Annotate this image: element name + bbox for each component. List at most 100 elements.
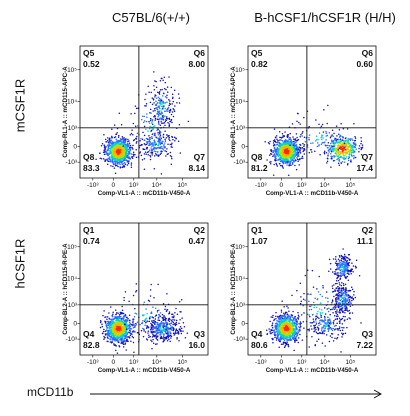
event-point: [119, 140, 121, 143]
event-point: [325, 132, 328, 134]
event-point: [119, 158, 122, 160]
event-point: [293, 337, 295, 340]
event-point: [149, 125, 151, 128]
event-point: [142, 314, 145, 317]
event-point: [350, 160, 352, 162]
event-point: [171, 93, 174, 95]
event-point: [280, 153, 282, 155]
event-point: [300, 148, 302, 150]
event-point: [155, 150, 157, 153]
event-point: [108, 156, 111, 158]
event-point: [148, 334, 150, 337]
event-point: [353, 149, 355, 152]
event-point: [280, 136, 282, 139]
event-point: [109, 338, 111, 340]
event-point: [342, 157, 345, 160]
event-point: [176, 101, 178, 104]
event-point: [114, 156, 117, 158]
event-point: [288, 138, 291, 141]
event-point: [344, 151, 347, 153]
event-point: [114, 309, 117, 311]
event-point: [344, 152, 347, 155]
event-point: [159, 326, 162, 329]
event-point: [105, 146, 108, 148]
event-point: [111, 334, 113, 337]
event-point: [148, 122, 151, 125]
event-point: [318, 123, 320, 126]
event-point: [117, 322, 120, 325]
event-point: [299, 144, 302, 146]
event-point: [119, 155, 121, 158]
x-tick-label: 10³: [297, 182, 307, 189]
event-point: [166, 116, 168, 118]
event-point: [116, 323, 119, 326]
y-tick-label: 10³: [236, 125, 246, 132]
event-point: [158, 331, 160, 333]
event-point: [162, 317, 164, 319]
event-point: [331, 145, 333, 148]
event-point: [121, 335, 124, 337]
event-point: [109, 141, 112, 143]
event-point: [121, 136, 124, 138]
event-point: [167, 143, 169, 145]
event-point: [320, 125, 323, 128]
event-point: [160, 137, 162, 140]
event-point: [127, 317, 129, 320]
event-point: [107, 160, 109, 162]
event-point: [349, 148, 352, 150]
event-point: [338, 141, 341, 143]
event-point: [152, 326, 154, 328]
event-point: [135, 291, 137, 293]
y-tick-label: 0: [241, 143, 245, 150]
event-point: [111, 336, 113, 338]
event-points: [264, 104, 364, 177]
event-point: [330, 166, 332, 168]
event-point: [108, 140, 111, 142]
event-point: [120, 155, 122, 157]
event-point: [298, 158, 300, 161]
event-point: [166, 134, 168, 136]
event-point: [308, 136, 310, 139]
event-point: [132, 153, 135, 155]
event-point: [339, 153, 341, 156]
event-point: [157, 283, 159, 286]
event-point: [361, 144, 364, 146]
event-point: [290, 152, 293, 155]
event-point: [118, 112, 121, 115]
event-point: [347, 163, 349, 165]
event-point: [282, 343, 284, 346]
event-point: [286, 134, 289, 137]
event-point: [129, 158, 131, 160]
event-point: [161, 95, 164, 97]
event-point: [145, 103, 148, 105]
event-point: [275, 155, 277, 158]
event-point: [336, 155, 339, 158]
event-point: [159, 104, 161, 106]
event-point: [151, 327, 153, 329]
quadrant-name: Q6: [362, 48, 374, 58]
event-point: [157, 319, 159, 321]
event-point: [157, 115, 159, 118]
event-point: [335, 151, 337, 154]
event-point: [114, 157, 117, 160]
event-point: [148, 120, 150, 123]
event-point: [119, 138, 122, 140]
event-point: [154, 109, 156, 112]
event-point: [177, 93, 180, 95]
event-point: [106, 323, 109, 325]
event-point: [130, 324, 133, 326]
event-point: [117, 165, 119, 168]
event-point: [178, 102, 181, 104]
event-point: [121, 166, 124, 168]
event-point: [109, 326, 111, 328]
event-point: [323, 108, 325, 111]
event-point: [290, 156, 293, 159]
event-point: [125, 328, 128, 330]
event-point: [278, 154, 281, 156]
event-point: [345, 144, 347, 147]
event-point: [115, 332, 118, 334]
event-point: [152, 98, 155, 100]
event-point: [285, 146, 288, 148]
event-point: [131, 157, 134, 159]
event-point: [169, 331, 172, 333]
